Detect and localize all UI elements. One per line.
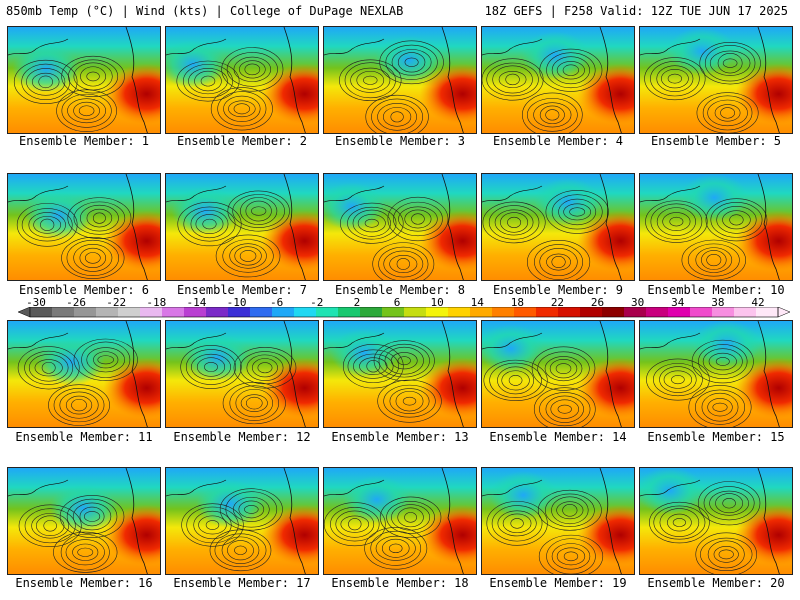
ensemble-member-label: Ensemble Member: 1 bbox=[18, 134, 150, 148]
ensemble-member-label: Ensemble Member: 19 bbox=[489, 576, 627, 590]
colorbar-segment bbox=[690, 307, 713, 317]
colorbar-segment bbox=[646, 307, 669, 317]
colorbar-segment bbox=[602, 307, 625, 317]
colorbar-segment bbox=[404, 307, 427, 317]
ensemble-member-map bbox=[323, 173, 477, 281]
ensemble-member-label: Ensemble Member: 6 bbox=[18, 283, 150, 297]
colorbar-tick-label: 26 bbox=[590, 296, 605, 309]
colorbar-segment bbox=[756, 307, 779, 317]
colorbar-tick-label: -2 bbox=[310, 296, 324, 309]
colorbar-tick-label: 42 bbox=[751, 296, 765, 309]
colorbar-segment bbox=[338, 307, 361, 317]
colorbar-tick-label: 14 bbox=[470, 296, 484, 309]
colorbar-tick-label: -26 bbox=[66, 296, 87, 309]
colorbar-segment bbox=[184, 307, 207, 317]
ensemble-member-map bbox=[165, 26, 319, 134]
ensemble-member-map bbox=[481, 173, 635, 281]
temperature-colorbar bbox=[18, 307, 790, 333]
colorbar-segment bbox=[74, 307, 97, 317]
colorbar-segment bbox=[558, 307, 581, 317]
colorbar-tick-label: -6 bbox=[270, 296, 284, 309]
colorbar-tick-label: -18 bbox=[146, 296, 167, 309]
ensemble-member-map bbox=[481, 467, 635, 575]
colorbar-segment bbox=[52, 307, 75, 317]
colorbar-tick-label: 34 bbox=[671, 296, 685, 309]
ensemble-member-label: Ensemble Member: 17 bbox=[173, 576, 311, 590]
ensemble-member-label: Ensemble Member: 20 bbox=[647, 576, 785, 590]
ensemble-member-map bbox=[323, 26, 477, 134]
colorbar-tick-label: 22 bbox=[550, 296, 565, 309]
colorbar-segment bbox=[536, 307, 559, 317]
colorbar-segment bbox=[30, 307, 53, 317]
ensemble-member-map bbox=[639, 173, 793, 281]
ensemble-member-label: Ensemble Member: 18 bbox=[331, 576, 469, 590]
ensemble-member-map bbox=[481, 320, 635, 428]
colorbar-arrow-high bbox=[777, 307, 790, 318]
ensemble-member-map bbox=[7, 173, 161, 281]
colorbar-segment bbox=[250, 307, 273, 317]
ensemble-member-label: Ensemble Member: 3 bbox=[334, 134, 466, 148]
ensemble-member-map bbox=[165, 173, 319, 281]
ensemble-member-label: Ensemble Member: 15 bbox=[647, 430, 785, 444]
ensemble-member-map bbox=[7, 467, 161, 575]
run-valid-time: 18Z GEFS | F258 Valid: 12Z TUE JUN 17 20… bbox=[484, 4, 788, 18]
map-title: 850mb Temp (°C) | Wind (kts) | College o… bbox=[6, 4, 404, 18]
colorbar-segment bbox=[382, 307, 405, 317]
colorbar-segment bbox=[426, 307, 449, 317]
ensemble-member-map bbox=[323, 320, 477, 428]
ensemble-member-map bbox=[165, 467, 319, 575]
colorbar-segment bbox=[470, 307, 493, 317]
ensemble-member-map bbox=[7, 320, 161, 428]
colorbar-tick-label: 30 bbox=[631, 296, 645, 309]
ensemble-member-label: Ensemble Member: 7 bbox=[176, 283, 308, 297]
colorbar-segment bbox=[448, 307, 471, 317]
ensemble-member-map bbox=[481, 26, 635, 134]
ensemble-member-map bbox=[165, 320, 319, 428]
colorbar-segment bbox=[294, 307, 317, 317]
colorbar-segment bbox=[624, 307, 647, 317]
colorbar-segment bbox=[734, 307, 757, 317]
ensemble-member-map bbox=[639, 26, 793, 134]
ensemble-member-label: Ensemble Member: 16 bbox=[15, 576, 153, 590]
ensemble-member-map bbox=[7, 26, 161, 134]
colorbar-tick-label: 18 bbox=[510, 296, 524, 309]
colorbar-segment bbox=[228, 307, 251, 317]
colorbar-segment bbox=[360, 307, 383, 317]
ensemble-member-map bbox=[639, 467, 793, 575]
ensemble-member-label: Ensemble Member: 5 bbox=[650, 134, 782, 148]
colorbar-segment bbox=[272, 307, 295, 317]
colorbar-segment bbox=[140, 307, 163, 317]
colorbar-tick-label: 38 bbox=[711, 296, 725, 309]
colorbar-tick-label: -14 bbox=[186, 296, 207, 309]
colorbar-tick-label: -10 bbox=[226, 296, 247, 309]
colorbar-segment bbox=[712, 307, 735, 317]
colorbar-segment bbox=[492, 307, 515, 317]
colorbar-segment bbox=[206, 307, 229, 317]
ensemble-member-label: Ensemble Member: 14 bbox=[489, 430, 627, 444]
colorbar-segment bbox=[118, 307, 141, 317]
colorbar-segment bbox=[514, 307, 537, 317]
ensemble-member-label: Ensemble Member: 11 bbox=[15, 430, 153, 444]
ensemble-member-label: Ensemble Member: 10 bbox=[647, 283, 785, 297]
colorbar-tick-label: -22 bbox=[106, 296, 127, 309]
ensemble-member-label: Ensemble Member: 13 bbox=[331, 430, 469, 444]
ensemble-member-label: Ensemble Member: 8 bbox=[334, 283, 466, 297]
colorbar-segment bbox=[316, 307, 339, 317]
colorbar-tick-label: 10 bbox=[430, 296, 444, 309]
colorbar-segment bbox=[96, 307, 119, 317]
colorbar-tick-label: 6 bbox=[393, 296, 401, 309]
ensemble-member-label: Ensemble Member: 12 bbox=[173, 430, 311, 444]
colorbar-segment bbox=[668, 307, 691, 317]
ensemble-member-label: Ensemble Member: 9 bbox=[492, 283, 624, 297]
ensemble-member-map bbox=[639, 320, 793, 428]
colorbar-segment bbox=[580, 307, 603, 317]
colorbar-tick-label: -30 bbox=[26, 296, 46, 309]
colorbar-segment bbox=[162, 307, 185, 317]
ensemble-member-label: Ensemble Member: 2 bbox=[176, 134, 308, 148]
ensemble-member-label: Ensemble Member: 4 bbox=[492, 134, 624, 148]
ensemble-member-map bbox=[323, 467, 477, 575]
colorbar-tick-label: 2 bbox=[353, 296, 361, 309]
